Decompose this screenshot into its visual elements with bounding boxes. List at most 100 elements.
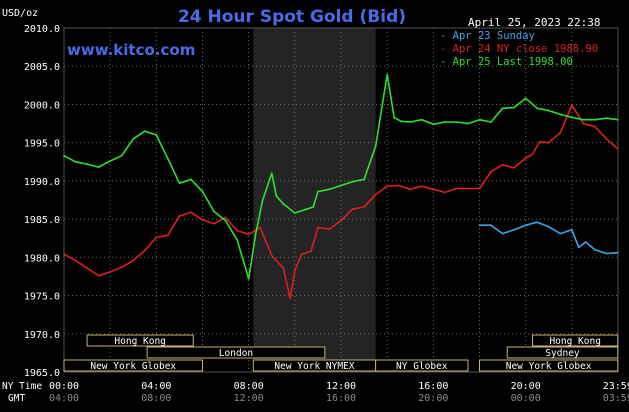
series-point <box>282 202 285 205</box>
session-label: New York Globex <box>506 361 592 372</box>
series-point <box>86 163 88 165</box>
gmt-label: GMT <box>8 393 25 404</box>
series-point <box>289 297 292 300</box>
x-tick-label-ny: 16:00 <box>418 381 448 392</box>
session-label: Sydney <box>545 348 580 359</box>
series-point <box>570 228 573 231</box>
session-box-frame <box>63 359 203 372</box>
series-point <box>547 141 550 144</box>
series-point <box>201 190 204 193</box>
series-point <box>501 107 504 110</box>
series-point <box>254 233 257 236</box>
x-tick-label-gmt: 16:00 <box>326 393 356 404</box>
series-point <box>224 219 227 222</box>
series-point <box>490 170 492 173</box>
session-box: London <box>146 346 326 359</box>
session-box: Sydney <box>506 346 619 359</box>
x-tick-label-gmt: 08:00 <box>141 393 171 404</box>
series-point <box>531 153 534 156</box>
series-line-0 <box>479 221 618 255</box>
series-point <box>490 121 492 123</box>
series-point <box>605 137 608 140</box>
series-point <box>74 160 77 163</box>
session-label: New York NYMEX <box>274 361 354 372</box>
series-point <box>547 225 550 228</box>
series-point <box>478 187 481 190</box>
series-point <box>420 118 423 121</box>
series-point <box>190 211 192 214</box>
series-point <box>143 249 146 252</box>
session-label: London <box>219 348 253 359</box>
chart-title: 24 Hour Spot Gold (Bid) <box>178 7 406 27</box>
series-point <box>594 125 596 128</box>
series-point <box>143 130 146 133</box>
series-point <box>582 118 585 121</box>
session-label: Hong Kong <box>549 336 600 347</box>
series-point <box>616 118 619 121</box>
series-point <box>524 224 527 227</box>
series-point <box>317 226 319 229</box>
series-point <box>201 218 204 221</box>
series-point <box>293 269 296 272</box>
session-box: New York NYMEX <box>252 359 377 372</box>
series-point <box>374 145 377 148</box>
market-sessions: Hong Kong Hong Kong London Sydney New York G… <box>63 334 619 372</box>
series-point <box>63 154 65 157</box>
session-box-frame <box>506 346 619 359</box>
series-point <box>559 131 562 134</box>
series-point <box>443 191 446 194</box>
series-point <box>577 246 580 249</box>
series-point <box>109 160 112 162</box>
series-point <box>570 116 573 119</box>
series-point <box>270 254 273 257</box>
series-point <box>467 187 469 190</box>
series-point <box>594 248 596 251</box>
y-axis-unit: USD/oz <box>2 8 38 19</box>
series-point <box>582 122 585 125</box>
series-point <box>455 121 458 123</box>
session-box-frame <box>146 346 326 359</box>
x-tick-label-ny: 04:00 <box>141 381 171 392</box>
series-point <box>247 277 250 280</box>
series-point <box>432 123 435 126</box>
series-point <box>547 109 550 112</box>
series-point <box>400 120 402 123</box>
series-point <box>310 250 312 253</box>
y-tick-label: 1965.0 <box>24 368 60 379</box>
series-point <box>386 73 389 76</box>
x-tick-label-gmt: 12:00 <box>234 393 264 404</box>
series-point <box>275 195 278 198</box>
series-point <box>351 180 354 183</box>
series-point <box>97 274 100 277</box>
price-series <box>63 73 619 300</box>
y-tick-label: 2000.0 <box>24 100 60 111</box>
series-point <box>259 226 262 229</box>
session-box: Hong Kong <box>532 334 619 347</box>
session-box-frame <box>86 334 194 347</box>
series-point <box>224 216 227 219</box>
series-point <box>455 187 458 190</box>
series-point <box>478 224 481 227</box>
series-point <box>178 215 181 217</box>
series-point <box>155 236 158 239</box>
series-point <box>340 219 342 222</box>
session-box: New York Globex <box>479 359 619 372</box>
series-point <box>120 266 123 269</box>
series-point <box>270 172 273 175</box>
series-point <box>432 188 435 191</box>
series-point <box>538 141 541 143</box>
series-point <box>155 134 158 136</box>
series-point <box>236 229 239 232</box>
session-box-frame <box>532 334 619 347</box>
series-point <box>166 157 169 160</box>
series-point <box>317 190 319 193</box>
series-point <box>524 157 527 159</box>
series-point <box>409 188 412 191</box>
series-point <box>132 137 135 140</box>
site-watermark: www.kitco.com <box>67 41 195 59</box>
series-point <box>536 107 539 110</box>
series-point <box>616 251 619 254</box>
series-point <box>190 178 192 181</box>
plot-frame <box>63 27 619 373</box>
session-box-frame <box>479 359 619 372</box>
